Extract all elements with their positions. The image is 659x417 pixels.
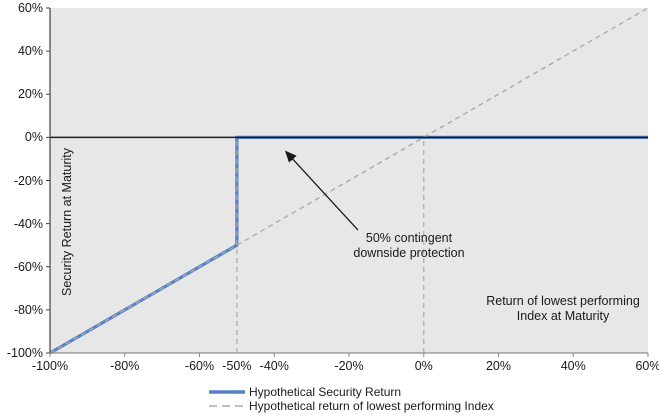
legend-line-dashed-gray-icon [209,405,245,407]
x-axis-tick-label: 20% [485,359,512,373]
y-axis-tick-label: -40% [13,216,43,231]
x-axis-tick-label: 40% [560,359,586,373]
legend-label-index-return: Hypothetical return of lowest performing… [249,398,494,413]
y-axis-tick-label: 60% [17,0,43,15]
x-axis-title-line1: Return of lowest performing [486,294,640,308]
series-index-return-line [49,7,649,354]
x-axis-tick-label: -20% [334,359,364,373]
x-axis-title-line2: Index at Maturity [516,309,610,323]
annotation-arrow [284,150,359,231]
y-axis-tick-label: -60% [13,259,43,274]
y-axis-title: Security Return at Maturity [60,148,74,296]
legend-item-security-return: Hypothetical Security Return [208,385,494,399]
x-axis-tick-label: -50% [222,359,252,373]
legend-item-index-return: Hypothetical return of lowest performing… [208,399,494,413]
y-axis-tick-label: -20% [13,173,43,188]
annotation-line2: downside protection [353,246,465,260]
y-axis-tick-label: 0% [24,130,43,145]
legend: Hypothetical Security Return Hypothetica… [208,385,494,413]
y-axis-tick-label: 40% [17,43,43,58]
x-axis-title: Return of lowest performing Index at Mat… [486,294,640,324]
annotation-line1: 50% contingent [365,231,453,245]
x-axis-tick-label: 0% [414,359,433,373]
x-axis-tick-label: -60% [184,359,215,373]
y-axis-tick-label: 20% [17,87,43,101]
x-axis-tick-label: -40% [259,359,289,373]
y-axis-tick-label: -100% [6,345,43,360]
x-axis-tick-label: -80% [110,359,140,373]
annotation-text: 50% contingent downside protection [353,231,464,261]
legend-line-solid-blue-icon [209,390,245,394]
y-axis-tick-label: -80% [13,302,43,317]
x-axis-tick-label: 60% [635,359,659,373]
legend-label-security-return: Hypothetical Security Return [249,384,402,399]
x-axis-tick-label: -100% [31,359,69,373]
